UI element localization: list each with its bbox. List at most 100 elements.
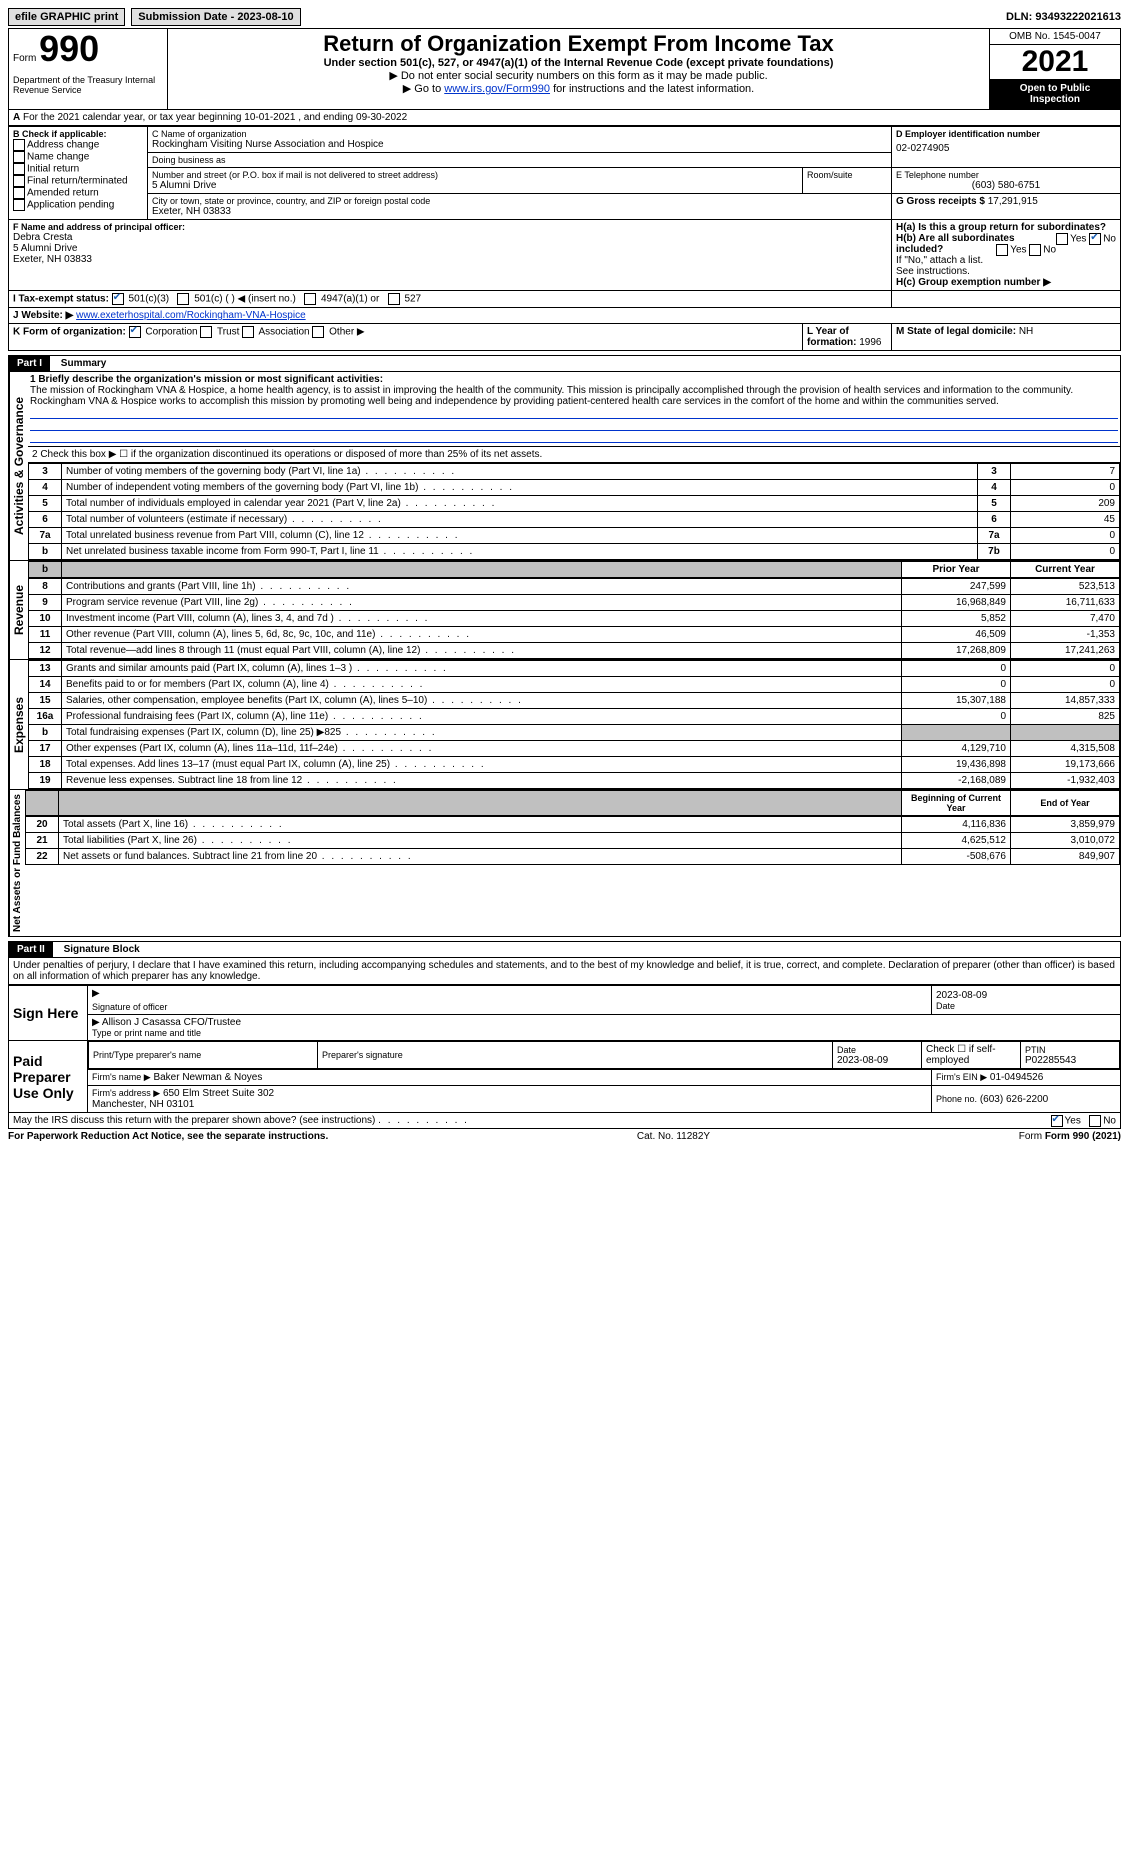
city-label: City or town, state or province, country… [152, 196, 887, 206]
domicile-value: NH [1019, 326, 1033, 337]
part1-badge: Part I [9, 356, 50, 371]
data-line: bTotal fundraising expenses (Part IX, co… [29, 725, 1120, 741]
note-ssn: ▶ Do not enter social security numbers o… [172, 69, 985, 82]
domicile-label: M State of legal domicile: [896, 326, 1016, 337]
perjury-statement: Under penalties of perjury, I declare th… [8, 958, 1121, 985]
prep-sig-label: Preparer's signature [322, 1050, 828, 1060]
type-name-label: Type or print name and title [92, 1028, 1116, 1038]
firm-phone-value: (603) 626-2200 [980, 1094, 1048, 1105]
governance-line: 6Total number of volunteers (estimate if… [29, 512, 1120, 528]
department-label: Department of the Treasury Internal Reve… [13, 75, 163, 95]
data-line: 20Total assets (Part X, line 16)4,116,83… [26, 817, 1120, 833]
omb-number: OMB No. 1545-0047 [990, 29, 1120, 45]
check-initial-return[interactable]: Initial return [27, 164, 79, 175]
hb-no[interactable]: No [1043, 245, 1056, 256]
website-label: J Website: ▶ [13, 310, 73, 321]
form-org-label: K Form of organization: [13, 327, 126, 338]
check-trust[interactable] [200, 326, 212, 338]
street-value: 5 Alumni Drive [152, 180, 798, 191]
data-line: 10Investment income (Part VIII, column (… [29, 611, 1120, 627]
label-other: Other ▶ [329, 327, 364, 338]
label-501c3: 501(c)(3) [129, 294, 170, 305]
revenue-header-table: b Prior Year Current Year [28, 561, 1120, 578]
data-line: 19Revenue less expenses. Subtract line 1… [29, 773, 1120, 789]
data-line: 16aProfessional fundraising fees (Part I… [29, 709, 1120, 725]
check-corporation[interactable] [129, 326, 141, 338]
label-4947: 4947(a)(1) or [321, 294, 379, 305]
vert-label-expenses: Expenses [9, 660, 28, 789]
check-application-pending[interactable]: Application pending [27, 200, 114, 211]
ptin-value: P02285543 [1025, 1055, 1115, 1066]
vert-label-governance: Activities & Governance [9, 372, 28, 560]
mission-label: 1 Briefly describe the organization's mi… [30, 374, 1118, 385]
end-year-header: End of Year [1011, 791, 1120, 816]
prep-date-value: 2023-08-09 [837, 1055, 917, 1066]
website-link[interactable]: www.exeterhospital.com/Rockingham-VNA-Ho… [76, 310, 306, 321]
dba-label: Doing business as [152, 155, 887, 165]
net-lines-table: 20Total assets (Part X, line 16)4,116,83… [25, 816, 1120, 865]
check-self-employed[interactable]: Check ☐ if self-employed [922, 1042, 1021, 1069]
ein-value: 02-0274905 [896, 143, 1116, 154]
top-bar: efile GRAPHIC print Submission Date - 20… [8, 8, 1121, 26]
part2-badge: Part II [9, 942, 53, 957]
governance-line: 3Number of voting members of the governi… [29, 464, 1120, 480]
discuss-yes-check[interactable] [1051, 1115, 1063, 1127]
data-line: 22Net assets or fund balances. Subtract … [26, 849, 1120, 865]
check-final-return[interactable]: Final return/terminated [27, 176, 128, 187]
firm-name-label: Firm's name ▶ [92, 1072, 151, 1082]
begin-year-header: Beginning of Current Year [902, 791, 1011, 816]
cat-number: Cat. No. 11282Y [637, 1131, 710, 1142]
expense-lines-table: 13Grants and similar amounts paid (Part … [28, 660, 1120, 789]
check-501c[interactable] [177, 293, 189, 305]
sig-officer-label: Signature of officer [92, 1002, 927, 1012]
data-line: 15Salaries, other compensation, employee… [29, 693, 1120, 709]
check-amended-return[interactable]: Amended return [27, 188, 99, 199]
check-name-change[interactable]: Name change [27, 152, 89, 163]
form-header: Form 990 Department of the Treasury Inte… [8, 28, 1121, 110]
page-footer: For Paperwork Reduction Act Notice, see … [8, 1131, 1121, 1142]
check-association[interactable] [242, 326, 254, 338]
discuss-yes: Yes [1065, 1116, 1081, 1127]
signature-block: Sign Here ▶ Signature of officer 2023-08… [8, 985, 1121, 1113]
mission-block: 1 Briefly describe the organization's mi… [28, 372, 1120, 447]
check-other[interactable] [312, 326, 324, 338]
hc-label: H(c) Group exemption number ▶ [896, 277, 1116, 288]
entity-info-section: B Check if applicable: Address change Na… [8, 126, 1121, 351]
check-501c3[interactable] [112, 293, 124, 305]
prior-year-header: Prior Year [902, 562, 1011, 578]
part2-header-row: Part II Signature Block [8, 941, 1121, 958]
sig-date-label: Date [936, 1001, 1116, 1011]
note-goto-pre: ▶ Go to [403, 83, 444, 95]
line2-discontinued: 2 Check this box ▶ ☐ if the organization… [28, 447, 1120, 463]
hb-yes[interactable]: Yes [1010, 245, 1026, 256]
subtitle: Under section 501(c), 527, or 4947(a)(1)… [172, 57, 985, 69]
ha-no[interactable]: No [1103, 234, 1116, 245]
officer-addr2: Exeter, NH 03833 [13, 254, 887, 265]
data-line: 18Total expenses. Add lines 13–17 (must … [29, 757, 1120, 773]
prep-date-label: Date [837, 1045, 917, 1055]
check-address-change[interactable]: Address change [27, 140, 99, 151]
form-footer-label: Form Form 990 (2021) [1019, 1131, 1121, 1142]
revenue-lines-table: 8Contributions and grants (Part VIII, li… [28, 578, 1120, 659]
data-line: 21Total liabilities (Part X, line 26)4,6… [26, 833, 1120, 849]
officer-typed-name: Allison J Casassa CFO/Trustee [102, 1017, 241, 1028]
discuss-no-check[interactable] [1089, 1115, 1101, 1127]
label-association: Association [258, 327, 309, 338]
phone-label: E Telephone number [896, 170, 1116, 180]
label-corporation: Corporation [145, 327, 197, 338]
gross-receipts-label: G Gross receipts $ [896, 196, 985, 207]
ha-yes[interactable]: Yes [1070, 234, 1086, 245]
street-label: Number and street (or P.O. box if mail i… [152, 170, 798, 180]
irs-link[interactable]: www.irs.gov/Form990 [444, 83, 550, 95]
period-text: For the 2021 calendar year, or tax year … [23, 112, 407, 123]
check-527[interactable] [388, 293, 400, 305]
check-4947[interactable] [304, 293, 316, 305]
note-goto-post: for instructions and the latest informat… [550, 83, 754, 95]
year-formation-value: 1996 [859, 337, 881, 348]
ha-label: H(a) Is this a group return for subordin… [896, 222, 1106, 233]
vert-label-net: Net Assets or Fund Balances [9, 790, 25, 936]
efile-print-button[interactable]: efile GRAPHIC print [8, 8, 125, 26]
revenue-section: Revenue b Prior Year Current Year 8Contr… [8, 561, 1121, 660]
prep-name-label: Print/Type preparer's name [93, 1050, 313, 1060]
org-name: Rockingham Visiting Nurse Association an… [152, 139, 887, 150]
